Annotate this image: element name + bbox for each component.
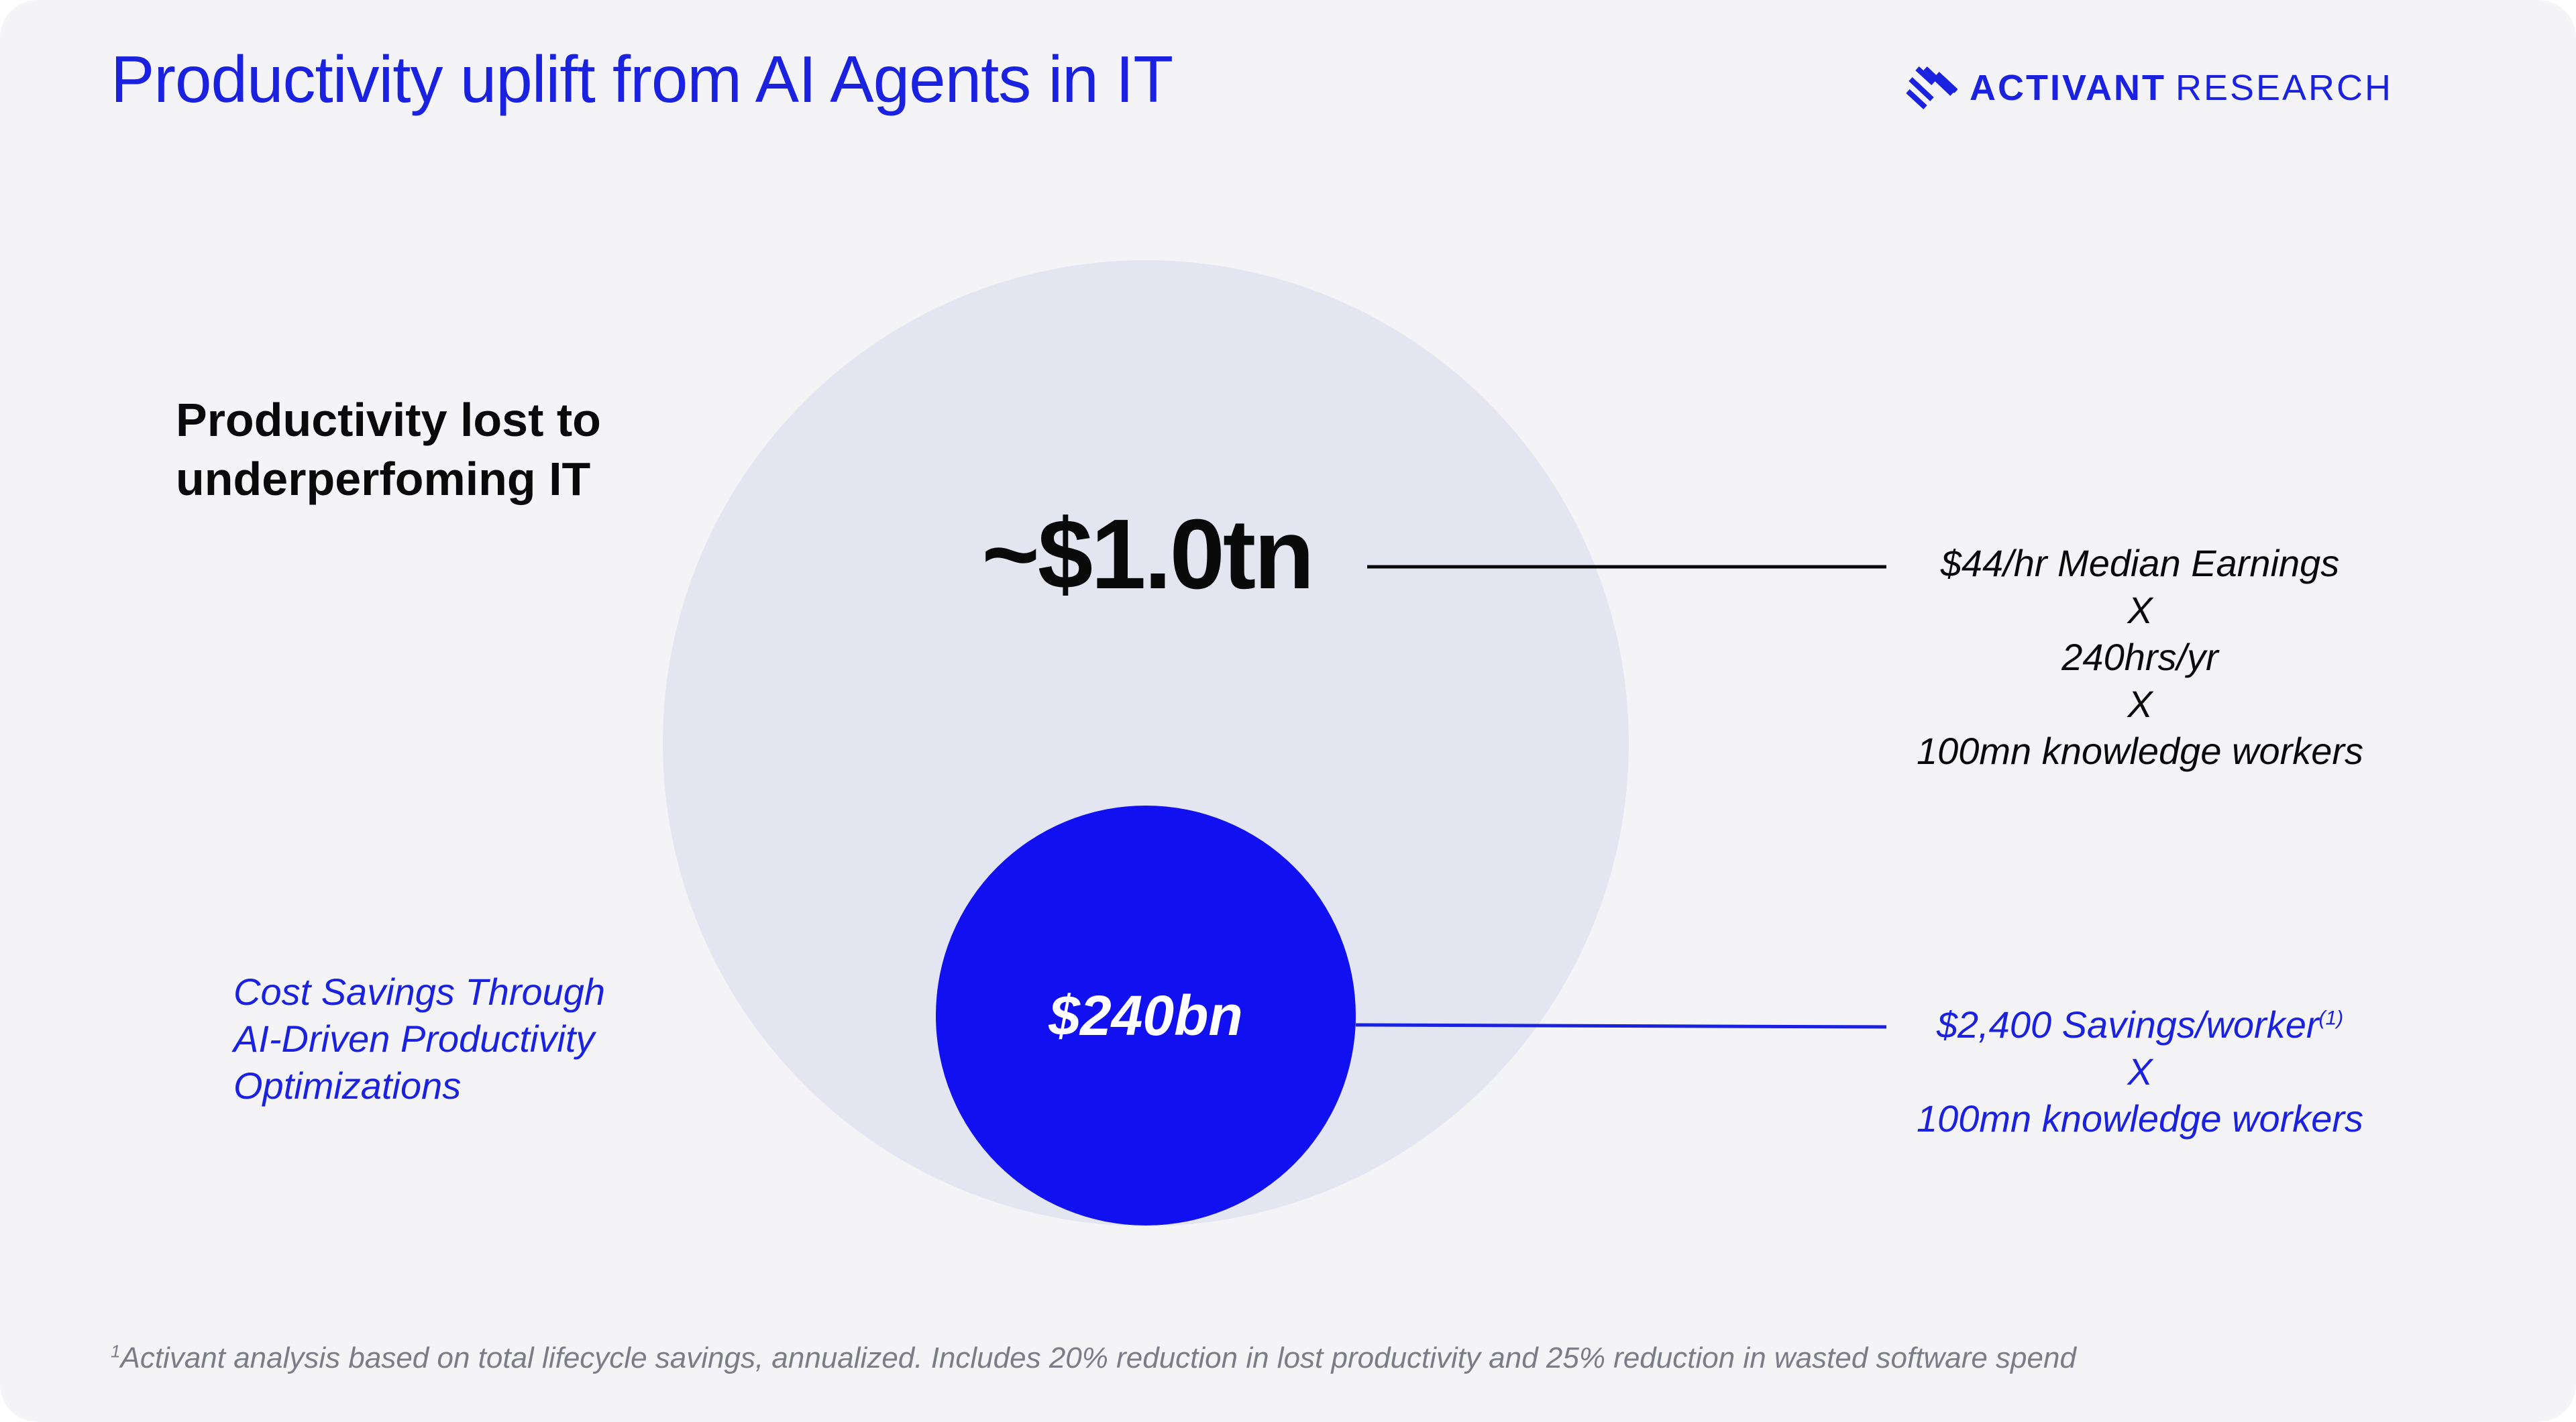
inner-value: $240bn — [1049, 984, 1243, 1047]
inner-label-line: Cost Savings Through — [233, 971, 606, 1013]
outer-label-line: underperfoming IT — [176, 453, 591, 505]
calc-line: $44/hr Median Earnings — [1940, 542, 2340, 584]
brand: ACTIVANT RESEARCH — [1905, 64, 2393, 111]
inner-circle-label: Cost Savings Through AI-Driven Productiv… — [233, 969, 605, 1109]
page-title: Productivity uplift from AI Agents in IT — [111, 42, 1173, 116]
footnote-number: 1 — [111, 1341, 121, 1362]
outer-value: ~$1.0tn — [981, 499, 1314, 610]
calc-line: 100mn knowledge workers — [1916, 730, 2364, 772]
brand-name-primary: ACTIVANT — [1970, 68, 2166, 108]
calc-line-with-footnote: $2,400 Savings/worker(1) — [1838, 1001, 2442, 1048]
inner-calculation: $2,400 Savings/worker(1) X 100mn knowled… — [1838, 1001, 2442, 1142]
footnote-text: Activant analysis based on total lifecyc… — [120, 1342, 2076, 1374]
footnote-marker: (1) — [2318, 1007, 2344, 1030]
calc-line: 240hrs/yr — [2061, 636, 2218, 678]
footnote: 1Activant analysis based on total lifecy… — [111, 1342, 2076, 1375]
activant-stripes-logo-icon — [1906, 66, 1957, 109]
calc-operator: X — [2127, 1050, 2153, 1093]
outer-calculation: $44/hr Median Earnings X 240hrs/yr X 100… — [1838, 540, 2442, 775]
inner-circle — [936, 806, 1356, 1225]
inner-label-line: Optimizations — [233, 1064, 462, 1107]
calc-operator: X — [2127, 589, 2153, 631]
calc-line-text: $2,400 Savings/worker — [1936, 1003, 2319, 1046]
outer-label-line: Productivity lost to — [176, 394, 601, 446]
inner-label-line: AI-Driven Productivity — [233, 1018, 595, 1060]
outer-circle-label: Productivity lost to underperfoming IT — [176, 390, 601, 508]
brand-name-secondary: RESEARCH — [2175, 68, 2394, 108]
calc-operator: X — [2127, 683, 2153, 725]
calc-line: 100mn knowledge workers — [1916, 1097, 2364, 1140]
